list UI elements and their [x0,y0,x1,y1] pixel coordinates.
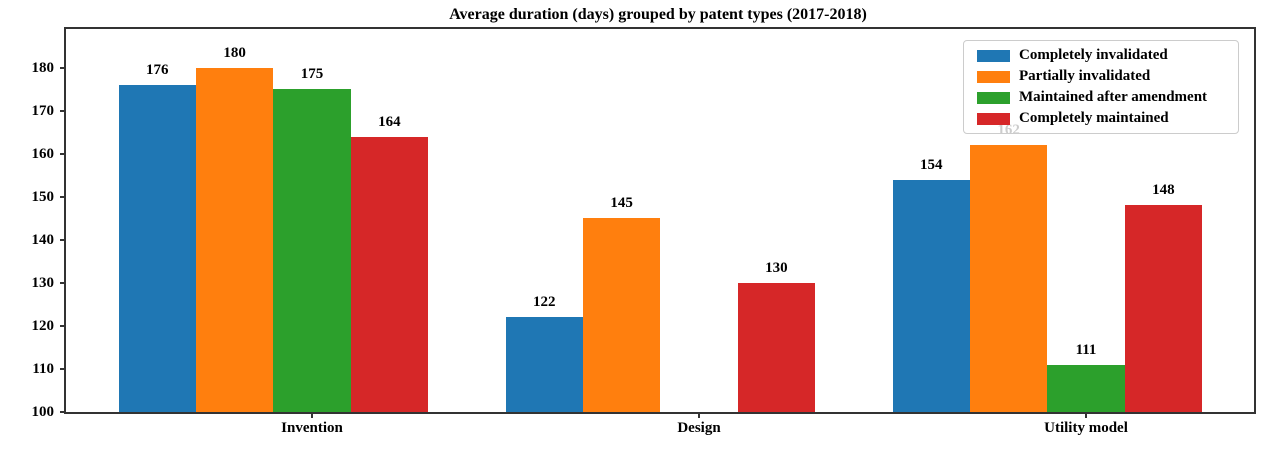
x-tick-label: Design [677,420,721,436]
bar-value-label: 154 [919,156,943,173]
bar-value-label: 122 [532,294,556,311]
y-tick-label: 120 [31,317,55,334]
legend-label: Maintained after amendment [1019,89,1208,105]
y-tick-mark [60,324,64,327]
bar-value-label: 164 [378,113,401,130]
chart-title: Average duration (days) grouped by paten… [449,6,867,23]
y-tick-label: 170 [31,102,55,119]
legend-item: Maintained after amendment [964,89,1238,106]
x-tick-label: Invention [281,420,343,436]
legend-item: Completely invalidated [964,47,1238,64]
bar-value-label: 175 [300,66,324,83]
bar-value-label: 130 [765,259,788,276]
y-tick-mark [60,411,64,413]
bar [1124,205,1203,412]
x-tick-mark [311,414,313,418]
y-tick-label: 130 [31,274,55,291]
bar [892,179,970,412]
x-tick-mark [698,414,700,418]
y-tick-mark [60,152,64,155]
bar [969,145,1048,412]
legend-swatch [977,49,1010,62]
legend-label: Completely maintained [1019,110,1169,126]
y-tick-mark [60,109,64,112]
bar-value-label: 111 [1075,341,1097,358]
legend-item: Completely maintained [964,110,1238,127]
bar [273,89,351,412]
bar [505,317,583,412]
y-tick-mark [60,195,64,198]
legend-swatch [977,91,1010,104]
bar [118,84,196,412]
y-tick-label: 160 [31,145,55,162]
y-tick-label: 140 [31,231,55,248]
bar [582,218,661,412]
y-tick-label: 100 [31,404,55,420]
y-tick-label: 180 [31,59,55,76]
plot-area: 176122154180145162175111164130148 100110… [32,27,1256,436]
legend-swatch [977,112,1010,125]
legend: Completely invalidated Partially invalida… [963,40,1239,134]
bar-value-label: 180 [223,44,246,61]
y-tick-mark [60,66,64,69]
legend-label: Completely invalidated [1019,47,1168,63]
bar-value-label: 145 [610,195,633,212]
x-tick-label: Utility model [1044,420,1128,436]
bar [195,67,274,412]
legend-label: Partially invalidated [1019,68,1151,84]
y-tick-mark [60,367,64,370]
bar-value-label: 148 [1152,182,1175,199]
legend-item: Partially invalidated [964,68,1238,85]
y-tick-label: 110 [32,360,54,377]
legend-swatch [977,70,1010,83]
y-tick-mark [60,281,64,284]
bar [350,136,429,412]
bar [1047,364,1125,412]
y-tick-label: 150 [31,188,55,205]
bar-value-label: 176 [145,61,169,78]
y-tick-mark [60,238,64,241]
bar [737,282,816,412]
x-tick-mark [1085,414,1087,418]
